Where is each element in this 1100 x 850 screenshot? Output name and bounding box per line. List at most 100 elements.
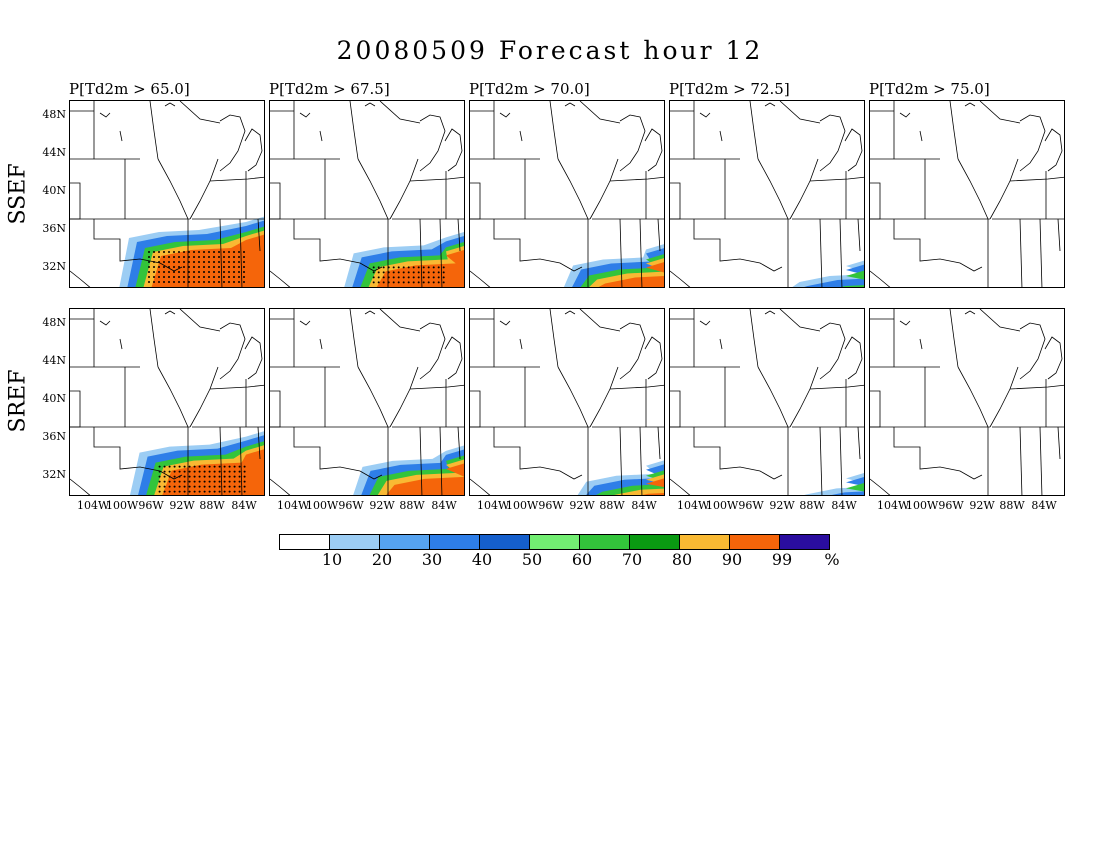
stipple-dots [158, 465, 246, 493]
state-boundary [389, 366, 419, 428]
state-boundary [519, 130, 523, 142]
lat-label: 48N [42, 108, 66, 121]
colorbar-box [379, 534, 430, 550]
map-panel-sref-2 [269, 308, 465, 496]
state-boundary [299, 112, 311, 118]
state-boundary [70, 478, 91, 495]
colorbar-box [329, 534, 380, 550]
state-boundary [219, 218, 223, 287]
colorbar-box [779, 534, 830, 550]
state-boundary [819, 322, 846, 380]
colorbar-label: 10 [321, 550, 343, 569]
panel-title-3: P[Td2m > 70.0] [469, 80, 590, 98]
state-boundary [157, 158, 189, 220]
lon-label: 92W [369, 499, 395, 512]
state-boundary [779, 309, 821, 332]
state-boundary [419, 114, 446, 172]
state-boundary [693, 427, 783, 480]
state-boundary [789, 158, 819, 220]
panel-title-5: P[Td2m > 75.0] [869, 80, 990, 98]
state-boundary [819, 114, 846, 172]
lon-label: 88W [399, 499, 425, 512]
state-boundary [149, 101, 159, 160]
state-boundary [670, 182, 681, 220]
state-boundary [949, 309, 959, 368]
colorbar-box [529, 534, 580, 550]
state-boundary [1039, 218, 1043, 287]
lon-label: 84W [431, 499, 457, 512]
state-boundary [470, 390, 481, 428]
probability-band-1 [804, 473, 864, 495]
state-boundary [409, 384, 464, 390]
colorbar-box [279, 534, 330, 550]
map-svg [70, 309, 264, 495]
map-svg [270, 101, 464, 287]
state-boundary [657, 218, 661, 252]
lat-label: 36N [42, 222, 66, 235]
probability-band-5 [151, 234, 264, 287]
state-boundary [919, 130, 923, 142]
colorbar-box [479, 534, 530, 550]
state-boundary [499, 320, 511, 326]
state-boundary [657, 426, 661, 460]
state-boundary [749, 309, 759, 368]
state-boundary [557, 366, 589, 428]
state-boundary [764, 310, 776, 315]
lon-label: 104W [677, 499, 710, 512]
lon-label: 96W [538, 499, 564, 512]
colorbar-label: 20 [371, 550, 393, 569]
state-boundary [670, 478, 691, 495]
state-boundary [639, 218, 643, 287]
state-boundary [364, 102, 376, 107]
state-boundary [644, 336, 663, 380]
map-panel-ssef-5 [869, 100, 1065, 288]
state-boundary [179, 309, 221, 332]
lat-label: 32N [42, 468, 66, 481]
state-boundary [619, 114, 646, 172]
state-boundary [899, 320, 911, 326]
state-boundary [564, 102, 576, 107]
state-boundary [357, 158, 389, 220]
state-boundary [870, 390, 881, 428]
state-boundary [444, 128, 463, 172]
state-boundary [857, 426, 861, 460]
state-boundary [1039, 426, 1043, 495]
lon-label: 96W [738, 499, 764, 512]
state-boundary [419, 218, 423, 287]
state-boundary [589, 158, 619, 220]
state-boundary [839, 426, 843, 495]
state-boundary [644, 128, 663, 172]
state-boundary [389, 158, 419, 220]
lon-label: 100W [906, 499, 939, 512]
probability-band-4 [614, 474, 664, 495]
colorbar-box [429, 534, 480, 550]
lon-label: 88W [799, 499, 825, 512]
state-boundary [70, 390, 81, 428]
state-boundary [957, 366, 989, 428]
state-boundary [189, 366, 219, 428]
state-boundary [419, 426, 423, 495]
state-boundary [789, 366, 819, 428]
lat-label: 44N [42, 146, 66, 159]
state-boundary [93, 427, 183, 480]
lon-label: 92W [769, 499, 795, 512]
state-boundary [1019, 426, 1023, 495]
map-svg [870, 101, 1064, 287]
state-boundary [209, 176, 264, 182]
state-boundary [979, 309, 1021, 332]
state-boundary [419, 322, 446, 380]
probability-band-2 [804, 264, 864, 287]
state-boundary [870, 270, 891, 287]
state-boundary [149, 309, 159, 368]
lon-label: 84W [231, 499, 257, 512]
state-boundary [779, 101, 821, 124]
state-boundary [379, 309, 421, 332]
panel-title-1: P[Td2m > 65.0] [69, 80, 190, 98]
state-boundary [764, 102, 776, 107]
state-boundary [439, 218, 443, 287]
map-panel-ssef-4 [669, 100, 865, 288]
lon-label: 84W [831, 499, 857, 512]
state-boundary [609, 176, 664, 182]
map-svg [870, 309, 1064, 495]
state-boundary [549, 101, 559, 160]
